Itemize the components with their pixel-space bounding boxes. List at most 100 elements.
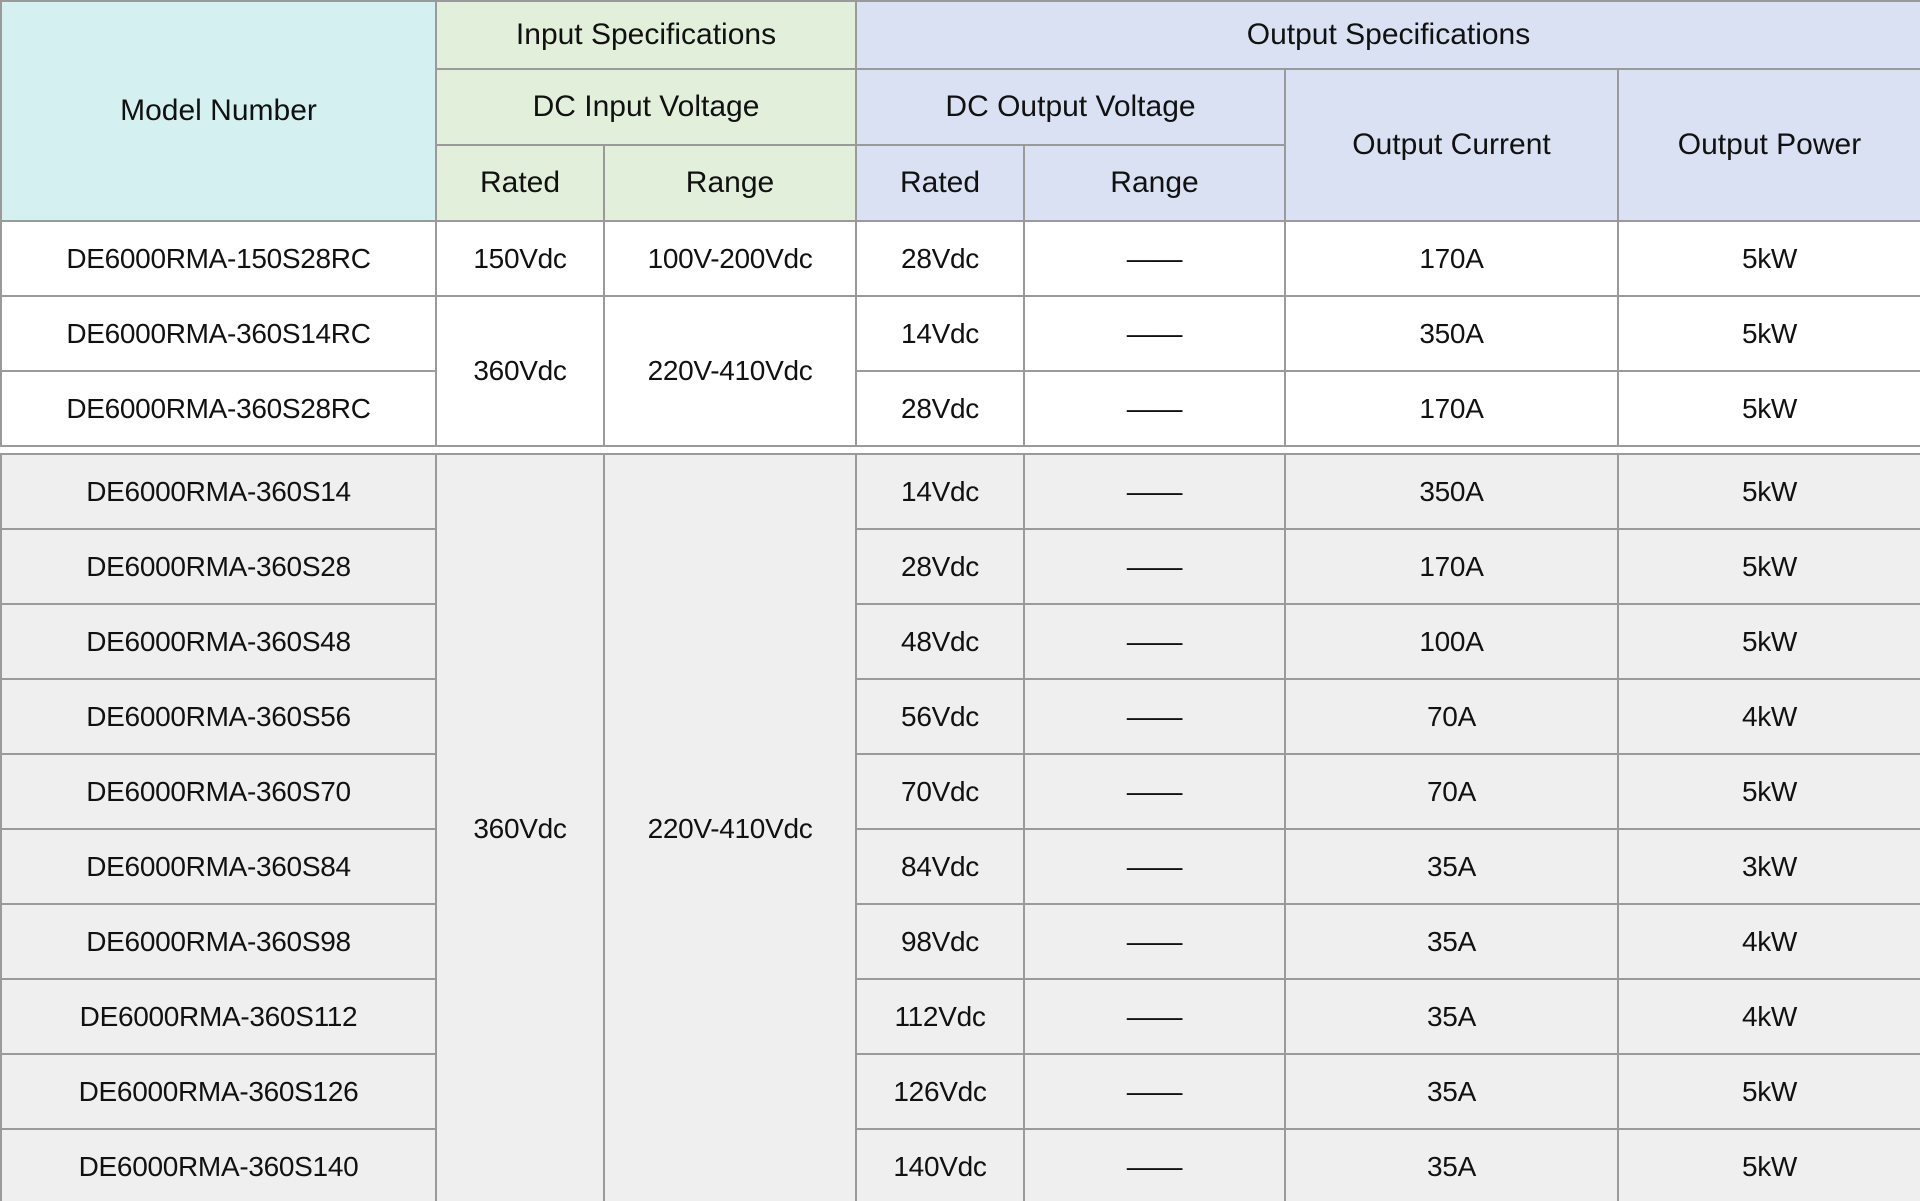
- output-rated-cell: 28Vdc: [855, 528, 1025, 605]
- section-divider: [0, 447, 1920, 453]
- output-range-cell: ——: [1023, 678, 1286, 755]
- model-cell: DE6000RMA-360S84: [0, 828, 437, 905]
- output-current-cell: 100A: [1284, 603, 1619, 680]
- output-power-cell: 5kW: [1617, 295, 1920, 372]
- output-range-cell: ——: [1023, 753, 1286, 830]
- output-power-cell: 4kW: [1617, 678, 1920, 755]
- output-power-cell: 5kW: [1617, 1053, 1920, 1130]
- header-dc-input-voltage: DC Input Voltage: [435, 68, 857, 146]
- input-rated-merged-cell: 360Vdc: [435, 453, 605, 1201]
- output-current-cell: 35A: [1284, 903, 1619, 980]
- model-cell: DE6000RMA-360S98: [0, 903, 437, 980]
- spec-table-bottom: DE6000RMA-360S14 360Vdc 220V-410Vdc 14Vd…: [0, 453, 1920, 1201]
- output-current-cell: 350A: [1284, 295, 1619, 372]
- output-current-cell: 35A: [1284, 1053, 1619, 1130]
- header-model-number: Model Number: [0, 0, 437, 222]
- output-power-cell: 5kW: [1617, 528, 1920, 605]
- table-row: DE6000RMA-360S48 48Vdc —— 100A 5kW: [0, 603, 1920, 680]
- spec-table-top: Model Number Input Specifications Output…: [0, 0, 1920, 447]
- model-cell: DE6000RMA-150S28RC: [0, 220, 437, 297]
- header-output-range: Range: [1023, 144, 1286, 222]
- output-rated-cell: 84Vdc: [855, 828, 1025, 905]
- table-row: DE6000RMA-360S14RC 360Vdc 220V-410Vdc 14…: [0, 295, 1920, 447]
- header-row-1: Model Number Input Specifications Output…: [0, 0, 1920, 222]
- output-rated-cell: 70Vdc: [855, 753, 1025, 830]
- model-cell: DE6000RMA-360S48: [0, 603, 437, 680]
- output-rated-cell: 28Vdc: [855, 220, 1025, 297]
- table-row: DE6000RMA-360S112 112Vdc —— 35A 4kW: [0, 978, 1920, 1055]
- output-current-cell: 35A: [1284, 828, 1619, 905]
- output-rated-cell: 14Vdc: [855, 453, 1025, 530]
- model-cell: DE6000RMA-360S140: [0, 1128, 437, 1201]
- output-rated-cell: 56Vdc: [855, 678, 1025, 755]
- output-power-cell: 4kW: [1617, 903, 1920, 980]
- output-power-cell: 5kW: [1617, 603, 1920, 680]
- input-rated-merged-cell: 360Vdc: [435, 295, 605, 447]
- output-range-cell: ——: [1023, 978, 1286, 1055]
- model-cell: DE6000RMA-360S14: [0, 453, 437, 530]
- input-range-merged-cell: 220V-410Vdc: [603, 453, 857, 1201]
- model-cell: DE6000RMA-360S28: [0, 528, 437, 605]
- model-cell: DE6000RMA-360S70: [0, 753, 437, 830]
- output-power-cell: 5kW: [1617, 220, 1920, 297]
- header-input-range: Range: [603, 144, 857, 222]
- output-range-cell: ——: [1023, 370, 1286, 447]
- output-power-cell: 4kW: [1617, 978, 1920, 1055]
- header-output-rated: Rated: [855, 144, 1025, 222]
- output-power-cell: 5kW: [1617, 753, 1920, 830]
- output-rated-cell: 112Vdc: [855, 978, 1025, 1055]
- header-input-specifications: Input Specifications: [435, 0, 857, 70]
- table-row: DE6000RMA-360S56 56Vdc —— 70A 4kW: [0, 678, 1920, 755]
- output-current-cell: 170A: [1284, 370, 1619, 447]
- table-row: DE6000RMA-360S28RC 28Vdc —— 170A 5kW: [0, 370, 1920, 447]
- output-range-cell: ——: [1023, 1053, 1286, 1130]
- table-row: DE6000RMA-360S98 98Vdc —— 35A 4kW: [0, 903, 1920, 980]
- output-current-cell: 170A: [1284, 528, 1619, 605]
- table-row: DE6000RMA-360S14 360Vdc 220V-410Vdc 14Vd…: [0, 453, 1920, 1201]
- header-output-current: Output Current: [1284, 68, 1619, 222]
- header-input-rated: Rated: [435, 144, 605, 222]
- model-cell: DE6000RMA-360S28RC: [0, 370, 437, 447]
- output-range-cell: ——: [1023, 603, 1286, 680]
- output-rated-cell: 14Vdc: [855, 295, 1025, 372]
- table-row: DE6000RMA-360S126 126Vdc —— 35A 5kW: [0, 1053, 1920, 1130]
- output-rated-cell: 140Vdc: [855, 1128, 1025, 1201]
- output-range-cell: ——: [1023, 828, 1286, 905]
- output-current-cell: 70A: [1284, 678, 1619, 755]
- header-row-2: DC Input Voltage DC Output Voltage Outpu…: [1, 68, 1920, 222]
- output-range-cell: ——: [1023, 295, 1286, 372]
- output-rated-cell: 48Vdc: [855, 603, 1025, 680]
- model-cell: DE6000RMA-360S112: [0, 978, 437, 1055]
- input-range-merged-cell: 220V-410Vdc: [603, 295, 857, 447]
- table-row: DE6000RMA-360S70 70Vdc —— 70A 5kW: [0, 753, 1920, 830]
- output-range-cell: ——: [1023, 1128, 1286, 1201]
- table-row: DE6000RMA-360S28 28Vdc —— 170A 5kW: [0, 528, 1920, 605]
- header-row-3: Rated Range Rated Range: [1, 144, 1920, 222]
- output-current-cell: 350A: [1284, 453, 1619, 530]
- output-rated-cell: 28Vdc: [855, 370, 1025, 447]
- input-rated-cell: 150Vdc: [435, 220, 605, 297]
- output-range-cell: ——: [1023, 528, 1286, 605]
- model-cell: DE6000RMA-360S14RC: [0, 295, 437, 372]
- table-row: DE6000RMA-360S84 84Vdc —— 35A 3kW: [0, 828, 1920, 905]
- output-rated-cell: 98Vdc: [855, 903, 1025, 980]
- model-cell: DE6000RMA-360S126: [0, 1053, 437, 1130]
- header-output-power: Output Power: [1617, 68, 1920, 222]
- output-power-cell: 5kW: [1617, 370, 1920, 447]
- output-range-cell: ——: [1023, 220, 1286, 297]
- output-rated-cell: 126Vdc: [855, 1053, 1025, 1130]
- output-range-cell: ——: [1023, 903, 1286, 980]
- output-range-cell: ——: [1023, 453, 1286, 530]
- output-power-cell: 5kW: [1617, 453, 1920, 530]
- table-row: DE6000RMA-150S28RC 150Vdc 100V-200Vdc 28…: [0, 220, 1920, 297]
- input-range-cell: 100V-200Vdc: [603, 220, 857, 297]
- model-cell: DE6000RMA-360S56: [0, 678, 437, 755]
- output-current-cell: 35A: [1284, 1128, 1619, 1201]
- output-current-cell: 70A: [1284, 753, 1619, 830]
- header-dc-output-voltage: DC Output Voltage: [855, 68, 1286, 146]
- output-power-cell: 3kW: [1617, 828, 1920, 905]
- table-row: DE6000RMA-360S140 140Vdc —— 35A 5kW: [0, 1128, 1920, 1201]
- output-current-cell: 35A: [1284, 978, 1619, 1055]
- header-output-specifications: Output Specifications: [855, 0, 1920, 70]
